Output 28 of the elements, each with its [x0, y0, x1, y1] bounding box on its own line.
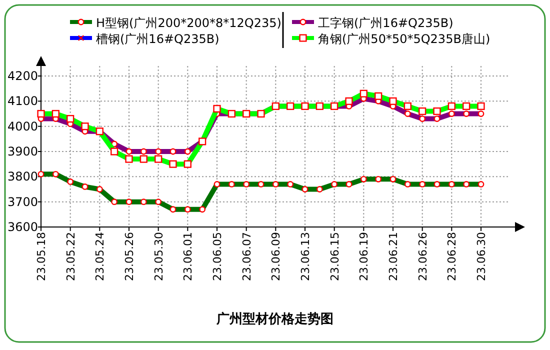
text: 广州型材价格走势图	[216, 311, 334, 327]
y-tick-label: 3700	[7, 194, 38, 209]
x-tick-label: 23.06.26	[416, 232, 430, 281]
legend-label: H型钢(广州200*200*8*12Q235)	[96, 16, 282, 30]
x-tick-label: 23.05.24	[94, 232, 107, 281]
x-tick-label: 23.05.30	[152, 232, 166, 281]
legend-label: 角钢(广州50*50*5Q235B唐山)	[318, 32, 490, 46]
y-tick-label: 4000	[7, 119, 38, 134]
y-tick-label: 3900	[7, 144, 38, 158]
x-tick-label: 23.05.18	[35, 232, 48, 281]
x-tick-label: 23.06.01	[182, 232, 195, 281]
x-tick-label: 23.05.26	[123, 232, 136, 281]
x-tick-label: 23.06.15	[328, 232, 342, 281]
legend-label: 槽钢(广州16#Q235B)	[96, 32, 220, 46]
x-tick-label: 23.06.09	[270, 232, 283, 281]
x-tick-label: 23.05.22	[64, 232, 78, 281]
y-tick-label: 3800	[7, 170, 38, 184]
x-tick-label: 23.06.19	[358, 232, 371, 281]
x-tick-label: 23.06.07	[240, 232, 254, 281]
x-tick-label: 23.06.30	[475, 232, 488, 281]
y-tick-label: 4200	[7, 69, 38, 83]
x-tick-label: 23.06.13	[299, 232, 312, 281]
x-tick-label: 23.06.05	[211, 232, 224, 281]
legend-label: 工字钢(广州16#Q235B)	[318, 16, 454, 30]
y-tick-label: 3600	[7, 220, 38, 234]
y-tick-label: 4100	[7, 94, 38, 108]
x-tick-label: 23.06.28	[446, 232, 459, 281]
x-tick-label: 23.06.21	[387, 232, 400, 281]
